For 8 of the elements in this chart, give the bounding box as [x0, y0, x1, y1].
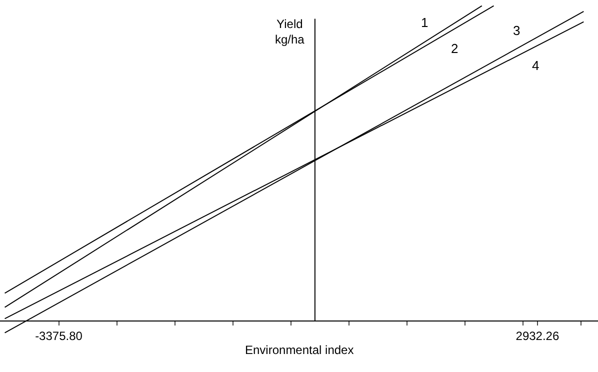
series-label: 2: [451, 41, 458, 56]
series-label: 4: [532, 58, 540, 73]
x-tick-label: -3375.80: [35, 328, 83, 343]
y-axis-title: Yield kg/ha: [275, 17, 305, 47]
series-label: 1: [421, 15, 428, 30]
series-label: 3: [513, 23, 520, 38]
x-axis-title: Environmental index: [245, 343, 354, 357]
x-tick-label: 2932.26: [516, 328, 560, 343]
